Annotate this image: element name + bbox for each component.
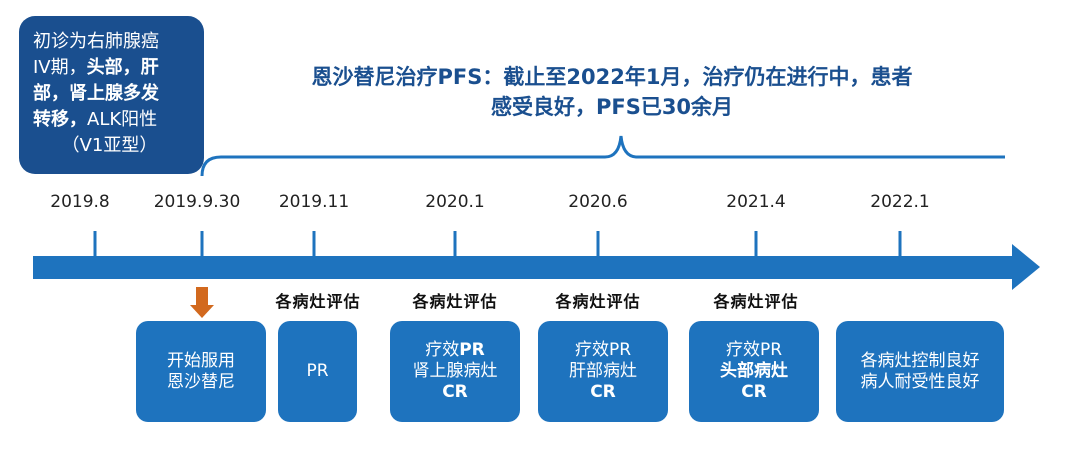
diagnosis-metastasis: 转移，	[33, 109, 87, 130]
card-pr-text: PR	[306, 361, 329, 381]
eval-label-2019-11: 各病灶评估	[275, 292, 361, 311]
card-start-line-1: 开始服用	[167, 350, 235, 371]
card-head-cr: CR	[741, 382, 767, 402]
date-2021-4: 2021.4	[726, 192, 786, 212]
diagnosis-line-5: （V1亚型）	[61, 135, 158, 156]
diagnosis-sites-1: 头部，肝	[86, 57, 159, 78]
date-2020-6: 2020.6	[568, 192, 628, 212]
pfs-bracket	[200, 135, 1005, 177]
eval-label-2021-4: 各病灶评估	[713, 292, 799, 311]
diagnosis-line-2: IV期，头部，肝	[33, 55, 196, 81]
diagnosis-alk: ALK阳性	[87, 109, 158, 130]
card-start-treatment: 开始服用 恩沙替尼	[136, 321, 266, 422]
card-overall-line-2: 病人耐受性良好	[860, 371, 980, 392]
diagnosis-box: 初诊为右肺腺癌 IV期，头部，肝 部，肾上腺多发 转移，ALK阳性 （V1亚型）	[19, 16, 204, 174]
eval-label-2020-1: 各病灶评估	[412, 292, 498, 311]
card-adrenal-line-1: 疗效PR	[425, 340, 485, 361]
date-2019-11: 2019.11	[278, 192, 350, 212]
timeline-arrow	[33, 244, 1040, 290]
diagnosis-line-1: 初诊为右肺腺癌	[33, 31, 159, 52]
pfs-title-line-2: 感受良好，PFS已30余月	[490, 95, 734, 119]
card-overall-control: 各病灶控制良好 病人耐受性良好	[836, 321, 1004, 422]
card-adrenal-cr: CR	[442, 382, 468, 402]
card-adrenal-line-2: 肾上腺病灶	[412, 361, 498, 381]
date-2019-9-30: 2019.9.30	[153, 192, 241, 212]
card-head-cr: 疗效PR 头部病灶 CR	[689, 321, 819, 422]
card-head-line-2: 头部病灶	[720, 361, 788, 381]
date-2020-1: 2020.1	[425, 192, 485, 212]
card-overall-line-1: 各病灶控制良好	[860, 350, 980, 371]
card-adrenal-cr: 疗效PR 肾上腺病灶 CR	[390, 321, 520, 422]
diagnosis-line-3: 部，肾上腺多发	[33, 81, 196, 107]
card-adrenal-efficacy: 疗效	[425, 340, 460, 360]
timeline-ticks	[93, 231, 902, 256]
pfs-title-line-1: 恩沙替尼治疗PFS：截止至2022年1月，治疗仍在进行中，患者	[311, 65, 913, 89]
date-2019-8: 2019.8	[50, 192, 110, 212]
diagnosis-line-4: 转移，ALK阳性	[33, 107, 196, 133]
eval-label-2020-6: 各病灶评估	[555, 292, 641, 311]
card-liver-line-1: 疗效PR	[574, 340, 632, 360]
card-pr: PR	[278, 321, 357, 422]
diagnosis-sites-2: 部，肾上腺多发	[33, 83, 159, 104]
start-marker-arrow	[190, 287, 214, 318]
card-head-line-1: 疗效PR	[725, 340, 783, 360]
card-start-line-2: 恩沙替尼	[167, 371, 235, 392]
card-liver-cr: CR	[590, 382, 616, 402]
card-adrenal-pr: PR	[459, 340, 485, 360]
diagnosis-stage: IV期，	[33, 57, 87, 78]
card-liver-cr: 疗效PR 肝部病灶 CR	[538, 321, 668, 422]
card-liver-line-2: 肝部病灶	[569, 361, 637, 381]
pfs-title: 恩沙替尼治疗PFS：截止至2022年1月，治疗仍在进行中，患者 感受良好，PFS…	[262, 62, 962, 122]
date-2022-1: 2022.1	[870, 192, 930, 212]
